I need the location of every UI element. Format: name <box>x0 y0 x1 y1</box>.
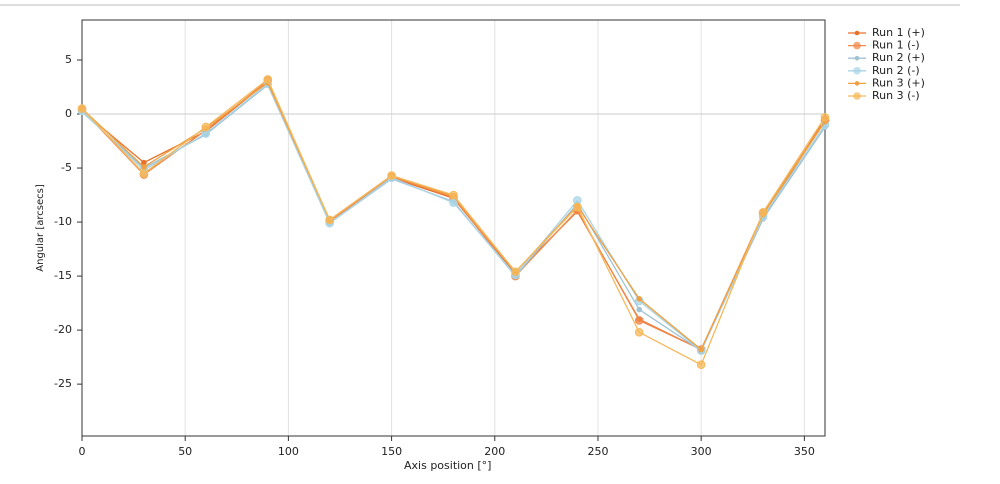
legend: Run 1 (+)Run 1 (-)Run 2 (+)Run 2 (-)Run … <box>848 26 925 102</box>
x-tick-label: 50 <box>178 445 192 458</box>
y-tick-label: 5 <box>65 53 72 66</box>
point <box>573 202 582 212</box>
legend-label: Run 3 (+) <box>872 76 925 89</box>
point <box>201 122 211 132</box>
x-tick-label: 100 <box>278 445 299 458</box>
legend-marker <box>853 92 861 100</box>
plot-frame <box>81 19 826 437</box>
legend-marker <box>854 55 860 61</box>
x-tick-label: 300 <box>691 445 712 458</box>
point <box>634 327 644 337</box>
series-line <box>81 80 826 351</box>
y-tick-label: -25 <box>54 377 72 390</box>
point <box>139 169 149 178</box>
series-line <box>81 81 826 351</box>
legend-marker <box>853 67 861 75</box>
point <box>77 104 87 113</box>
x-tick-label: 350 <box>794 445 815 458</box>
point <box>634 316 644 325</box>
legend-label: Run 1 (-) <box>872 39 920 52</box>
point <box>636 306 643 313</box>
point <box>820 112 830 122</box>
y-tick-label: -10 <box>54 215 72 228</box>
x-tick-label: 200 <box>484 445 505 458</box>
point <box>449 190 458 200</box>
legend-marker <box>854 30 860 36</box>
x-tick-label: 250 <box>587 445 608 458</box>
point <box>758 208 768 217</box>
legend-label: Run 2 (-) <box>872 64 920 77</box>
point <box>263 75 273 84</box>
point <box>696 360 706 369</box>
x-axis-label: Axis position [°] <box>404 459 491 472</box>
point <box>636 295 643 302</box>
y-tick-label: -5 <box>61 161 72 174</box>
plot-area: 0 50 100 150 200 250 300 350 -25 -20 -15 -10 -5 0 5 <box>54 19 830 458</box>
point <box>698 346 704 353</box>
legend-label: Run 2 (+) <box>872 51 925 64</box>
point <box>325 215 334 225</box>
series-line <box>81 83 826 352</box>
x-tick-label: 0 <box>79 445 86 458</box>
y-tick-label: -15 <box>54 269 72 282</box>
y-tick-label: -20 <box>54 323 72 336</box>
legend-marker <box>853 41 861 50</box>
series-line <box>81 79 826 351</box>
point <box>387 171 396 180</box>
y-tick-label: 0 <box>65 107 72 120</box>
x-tick-label: 150 <box>381 445 402 458</box>
legend-marker <box>854 81 860 86</box>
point <box>511 267 520 277</box>
legend-label: Run 3 (-) <box>872 89 920 102</box>
y-axis-label: Angular [arcsecs] <box>35 184 46 272</box>
point <box>141 164 147 170</box>
legend-label: Run 1 (+) <box>872 26 925 39</box>
series-line <box>81 82 826 352</box>
